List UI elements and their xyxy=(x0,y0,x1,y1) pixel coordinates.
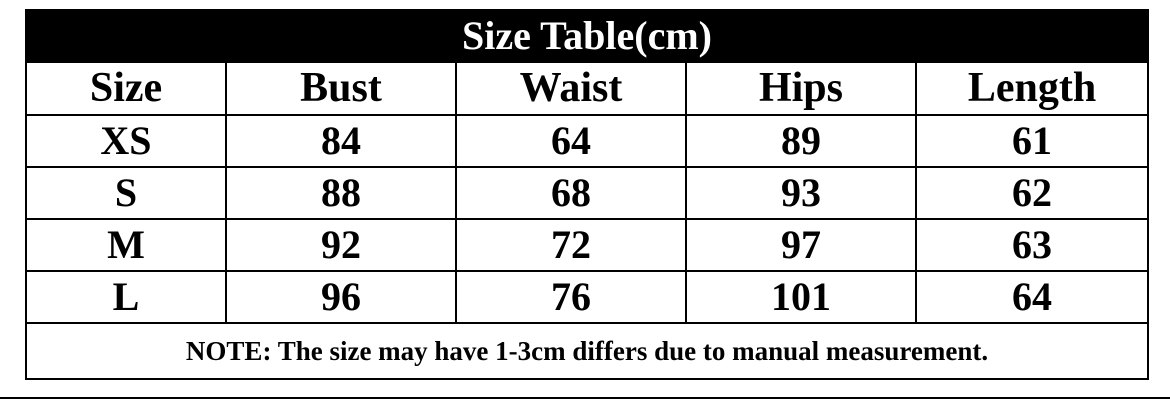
table-row: S 88 68 93 62 xyxy=(25,166,1150,220)
cell: 64 xyxy=(914,270,1150,324)
table-note: NOTE: The size may have 1-3cm differs du… xyxy=(24,322,1150,380)
table-row: M 92 72 97 63 xyxy=(25,218,1150,272)
cell: 61 xyxy=(914,114,1150,168)
header-length: Length xyxy=(914,61,1150,116)
cell: 88 xyxy=(225,166,457,220)
table-row: XS 84 64 89 61 xyxy=(25,114,1150,168)
size-table: Size Table(cm) Size Bust Waist Hips Leng… xyxy=(24,9,1150,380)
cell: L xyxy=(25,270,227,324)
header-bust: Bust xyxy=(225,61,457,116)
cell: 76 xyxy=(455,270,687,324)
header-hips: Hips xyxy=(685,61,917,116)
cell: 96 xyxy=(225,270,457,324)
cell: 72 xyxy=(455,218,687,272)
cell: XS xyxy=(25,114,227,168)
table-row: L 96 76 101 64 xyxy=(25,270,1150,324)
cell: 63 xyxy=(914,218,1150,272)
header-size: Size xyxy=(25,61,227,116)
cell: 93 xyxy=(685,166,917,220)
cell: 92 xyxy=(225,218,457,272)
divider xyxy=(0,397,1170,399)
cell: 62 xyxy=(914,166,1150,220)
cell: S xyxy=(25,166,227,220)
cell: 97 xyxy=(685,218,917,272)
cell: 101 xyxy=(685,270,917,324)
cell: 64 xyxy=(455,114,687,168)
cell: 89 xyxy=(685,114,917,168)
cell: 84 xyxy=(225,114,457,168)
cell: M xyxy=(25,218,227,272)
table-title: Size Table(cm) xyxy=(24,9,1150,63)
cell: 68 xyxy=(455,166,687,220)
header-row: Size Bust Waist Hips Length xyxy=(25,61,1150,116)
header-waist: Waist xyxy=(455,61,687,116)
